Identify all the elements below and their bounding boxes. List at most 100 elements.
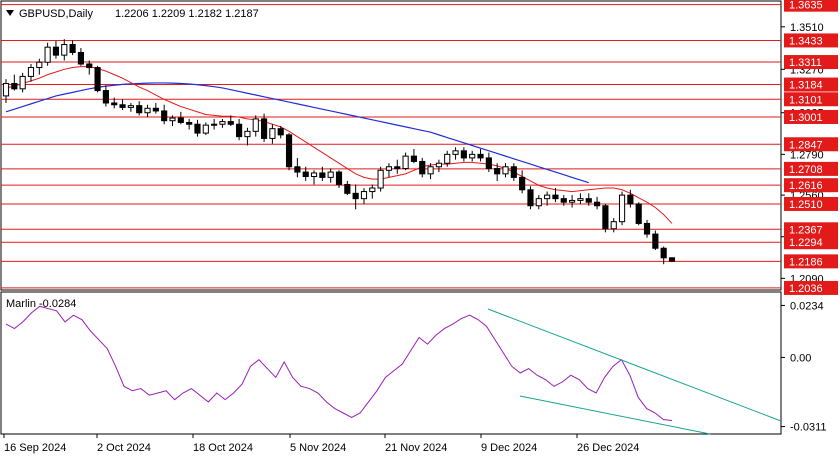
candle-79 xyxy=(660,246,667,265)
candle-body xyxy=(211,123,218,126)
candle-46 xyxy=(385,163,393,178)
marlin-oscillator xyxy=(5,305,673,422)
level-label-box xyxy=(784,235,838,250)
candle-body xyxy=(510,166,517,178)
candle-53 xyxy=(444,150,451,167)
candle-body xyxy=(377,169,384,189)
candle-body xyxy=(310,172,318,178)
candle-body xyxy=(668,257,676,262)
candle-34 xyxy=(285,133,293,171)
candle-54 xyxy=(452,147,459,160)
candle-body xyxy=(52,46,60,56)
candle-6 xyxy=(52,40,60,59)
level-label-box xyxy=(784,33,838,48)
candle-36 xyxy=(302,166,309,181)
candle-body xyxy=(260,118,268,139)
candle-75 xyxy=(627,189,634,208)
candle-body xyxy=(219,121,226,125)
level-label-11: 1.2294 xyxy=(784,235,838,250)
candle-body xyxy=(402,155,409,170)
candle-body xyxy=(602,205,609,230)
candle-body xyxy=(202,124,209,134)
candle-body xyxy=(161,110,168,122)
candle-body xyxy=(77,51,85,65)
osc-tick-label: 0.00 xyxy=(790,352,811,364)
candle-body xyxy=(169,117,176,122)
candle-body xyxy=(252,118,259,132)
candle-56 xyxy=(469,150,476,162)
candle-77 xyxy=(643,219,651,238)
candle-body xyxy=(410,155,418,162)
candle-body xyxy=(460,150,467,159)
candle-body xyxy=(627,194,634,205)
candle-41 xyxy=(344,180,351,196)
candle-52 xyxy=(435,159,442,173)
slow-moving-average-line xyxy=(5,82,589,184)
level-label-text: 1.2616 xyxy=(789,180,823,192)
candle-body xyxy=(152,107,159,112)
oscillator-axis: 0.0234 0.00 -0.0311 xyxy=(781,300,827,434)
candle-28 xyxy=(236,118,243,141)
candle-63 xyxy=(527,186,534,210)
level-label-box xyxy=(784,77,838,92)
level-label-8: 1.2616 xyxy=(784,178,838,193)
candle-body xyxy=(285,134,293,168)
candle-body xyxy=(269,128,276,139)
level-label-7: 1.2708 xyxy=(784,161,838,176)
level-label-text: 1.3184 xyxy=(789,80,823,92)
candle-body xyxy=(119,104,126,108)
price-tick-label: 1.2790 xyxy=(790,149,824,161)
channel-upper-line[interactable] xyxy=(487,308,782,422)
osc-tick-label: 0.0234 xyxy=(790,300,824,312)
candle-76 xyxy=(635,202,642,226)
candle-49 xyxy=(410,149,418,164)
level-label-box xyxy=(784,137,838,152)
candle-59 xyxy=(494,163,501,181)
candle-57 xyxy=(477,149,484,162)
level-label-6: 1.2847 xyxy=(784,137,838,152)
candle-3 xyxy=(27,64,35,82)
level-label-text: 1.3001 xyxy=(789,112,823,124)
candle-1 xyxy=(11,74,18,91)
candle-body xyxy=(444,153,451,164)
level-label-box xyxy=(784,92,838,107)
candle-80 xyxy=(668,257,676,263)
marlin-line xyxy=(5,305,673,422)
candle-body xyxy=(593,201,601,207)
candle-22 xyxy=(186,118,193,130)
level-label-text: 1.3433 xyxy=(789,35,823,47)
candle-body xyxy=(2,82,10,97)
channel-lower-line[interactable] xyxy=(519,395,711,435)
candle-55 xyxy=(460,147,467,162)
candle-body xyxy=(86,63,93,69)
level-label-text: 1.2036 xyxy=(789,283,823,295)
level-label-1: 1.3433 xyxy=(784,33,838,48)
candle-16 xyxy=(136,101,143,116)
candle-29 xyxy=(244,127,251,146)
level-label-box xyxy=(784,222,838,237)
candle-70 xyxy=(585,193,592,206)
candle-body xyxy=(435,162,442,168)
candle-67 xyxy=(560,195,567,206)
candle-body xyxy=(369,187,376,193)
candle-body xyxy=(27,67,35,77)
level-label-text: 1.2294 xyxy=(789,237,823,249)
candle-47 xyxy=(394,159,401,174)
dropdown-triangle-icon[interactable] xyxy=(6,10,14,16)
level-label-12: 1.2186 xyxy=(784,254,838,269)
level-label-box xyxy=(784,109,838,124)
candle-9 xyxy=(77,48,85,66)
candle-body xyxy=(552,194,559,200)
indicator-panel-frame xyxy=(0,291,782,435)
candle-body xyxy=(527,189,534,207)
candle-13 xyxy=(111,97,118,109)
candle-body xyxy=(560,198,567,203)
candle-61 xyxy=(510,163,517,181)
candle-31 xyxy=(260,113,268,142)
candle-5 xyxy=(44,42,51,66)
support-resistance-levels xyxy=(1,4,781,289)
candle-23 xyxy=(194,119,201,137)
moving-averages xyxy=(5,66,673,224)
candle-body xyxy=(635,203,642,224)
level-label-13: 1.2036 xyxy=(784,280,838,295)
